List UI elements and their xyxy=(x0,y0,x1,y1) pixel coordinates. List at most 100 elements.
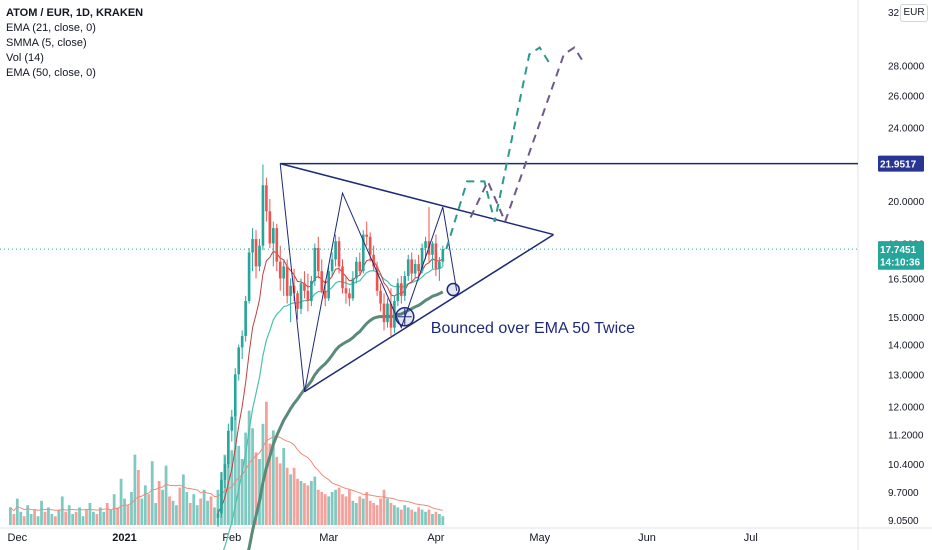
candle-body xyxy=(282,266,286,279)
volume-bar xyxy=(313,476,317,525)
volume-bar xyxy=(150,461,154,525)
x-tick-label: Dec xyxy=(8,532,28,544)
candle xyxy=(310,275,313,307)
candle xyxy=(244,295,247,342)
volume-bar xyxy=(396,507,400,525)
legend-volume[interactable]: Vol (14) xyxy=(6,52,44,64)
candle-body xyxy=(310,280,313,301)
volume-bar xyxy=(303,483,306,525)
volume-bar xyxy=(178,487,182,525)
candle xyxy=(341,259,344,294)
volume-bar xyxy=(354,503,358,525)
candle-body xyxy=(410,259,414,274)
volume-bar xyxy=(171,500,175,525)
volume-bar xyxy=(348,489,351,525)
candle xyxy=(393,295,396,334)
volume-bar xyxy=(275,456,279,525)
candle-body xyxy=(296,293,299,309)
volume-bar xyxy=(244,432,248,525)
candle xyxy=(240,330,244,360)
volume-bar xyxy=(85,509,88,525)
projection-path-teal xyxy=(445,46,551,250)
volume-bar xyxy=(192,494,196,525)
candle-body xyxy=(306,290,310,301)
y-tick-label: 16.5000 xyxy=(888,274,925,285)
volume-bar xyxy=(278,463,282,525)
volume-bar xyxy=(417,507,421,525)
candle-body xyxy=(271,228,275,244)
candle-body xyxy=(330,259,334,272)
volume-bar xyxy=(29,514,33,525)
volume-bar xyxy=(420,509,424,525)
candle xyxy=(441,245,445,267)
volume-bar xyxy=(102,511,106,525)
y-tick-label: 9.0500 xyxy=(888,516,919,527)
volume-bar xyxy=(437,514,441,525)
candle xyxy=(278,245,282,291)
price-tag-label: 21.9517 xyxy=(880,160,917,171)
candle xyxy=(313,243,317,286)
candle-body xyxy=(358,261,362,272)
plot-background xyxy=(0,0,858,528)
candle-body xyxy=(441,249,445,262)
candle-body xyxy=(396,283,400,301)
candle xyxy=(382,293,386,331)
y-tick-label: 28.0000 xyxy=(888,62,925,73)
volume-bar xyxy=(393,505,396,525)
x-tick-label: Jul xyxy=(744,532,758,544)
volume-bar xyxy=(434,511,438,525)
volume-bar xyxy=(306,485,310,525)
y-tick-label: 9.7000 xyxy=(888,488,919,499)
legend-title[interactable]: ATOM / EUR, 1D, KRAKEN xyxy=(6,7,144,19)
candle xyxy=(268,199,272,248)
bounce-circle-2 xyxy=(446,282,460,297)
candle xyxy=(396,278,400,307)
candle-body xyxy=(244,300,247,336)
candle xyxy=(413,259,417,279)
volume-bar xyxy=(375,505,379,525)
legend-ema21[interactable]: EMA (21, close, 0) xyxy=(6,22,96,34)
candle xyxy=(358,252,362,276)
candle-body xyxy=(261,185,265,246)
volume-bar xyxy=(157,481,161,525)
candle-body xyxy=(334,241,337,260)
volume-bar xyxy=(175,505,178,525)
y-tick-label: 11.2000 xyxy=(888,430,924,441)
volume-bar xyxy=(309,481,313,525)
volume-bar xyxy=(226,463,230,525)
candle xyxy=(227,423,230,468)
candle xyxy=(434,234,438,276)
volume-bar xyxy=(36,516,40,525)
candle-body xyxy=(275,228,279,262)
legend-ema50[interactable]: EMA (50, close, 0) xyxy=(6,67,96,79)
candle xyxy=(410,252,414,281)
candle-body xyxy=(251,238,254,253)
volume-bar xyxy=(19,511,23,525)
volume-bar xyxy=(251,428,254,525)
candle-body xyxy=(368,236,372,255)
volume-bar xyxy=(292,467,296,525)
y-tick-label: 14.0000 xyxy=(888,341,925,352)
volume-bar xyxy=(105,503,109,525)
currency-badge[interactable]: EUR xyxy=(900,4,928,22)
candle-body xyxy=(240,335,244,348)
volume-bar xyxy=(247,410,251,525)
volume-bar xyxy=(216,489,220,525)
volume-bar xyxy=(410,509,414,525)
volume-bar xyxy=(202,489,206,525)
candle xyxy=(275,223,279,272)
candle xyxy=(406,254,410,281)
volume-bar xyxy=(168,496,171,525)
legend-smma5[interactable]: SMMA (5, close) xyxy=(6,37,87,49)
volume-bar xyxy=(334,489,337,525)
y-tick-label: 13.0000 xyxy=(888,370,925,381)
volume-bar xyxy=(88,503,92,525)
candle xyxy=(417,254,420,279)
volume-bar xyxy=(130,492,133,525)
volume-bar xyxy=(240,459,244,525)
candle-body xyxy=(268,211,272,244)
candle-body xyxy=(413,264,417,274)
candle xyxy=(330,252,334,276)
